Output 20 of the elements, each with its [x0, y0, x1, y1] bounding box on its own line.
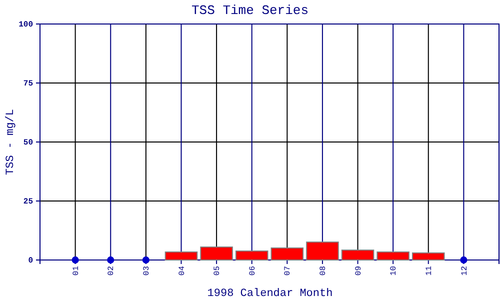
y-tick-label: 0 — [28, 256, 34, 266]
x-tick-label: 12 — [460, 266, 470, 276]
y-axis-title: TSS - mg/L — [5, 108, 17, 176]
x-tick-label: 09 — [354, 266, 364, 276]
y-tick-label: 75 — [23, 80, 34, 89]
chart-title: TSS Time Series — [191, 3, 309, 18]
x-tick-label: 04 — [178, 266, 187, 276]
x-tick-label: 05 — [213, 266, 222, 276]
x-tick-label: 01 — [72, 266, 81, 276]
y-tick-label: 25 — [23, 198, 34, 207]
y-tick-label: 50 — [23, 138, 34, 148]
x-axis-title: 1998 Calendar Month — [207, 288, 333, 300]
x-tick-label: 10 — [390, 266, 399, 276]
x-tick-label: 02 — [107, 266, 116, 276]
x-tick-label: 06 — [248, 266, 258, 276]
x-tick-label: 03 — [142, 266, 152, 276]
x-tick-label: 08 — [319, 266, 328, 276]
x-tick-label: 11 — [424, 266, 434, 276]
y-tick-label: 100 — [18, 20, 34, 30]
x-tick-label: 07 — [284, 266, 293, 276]
